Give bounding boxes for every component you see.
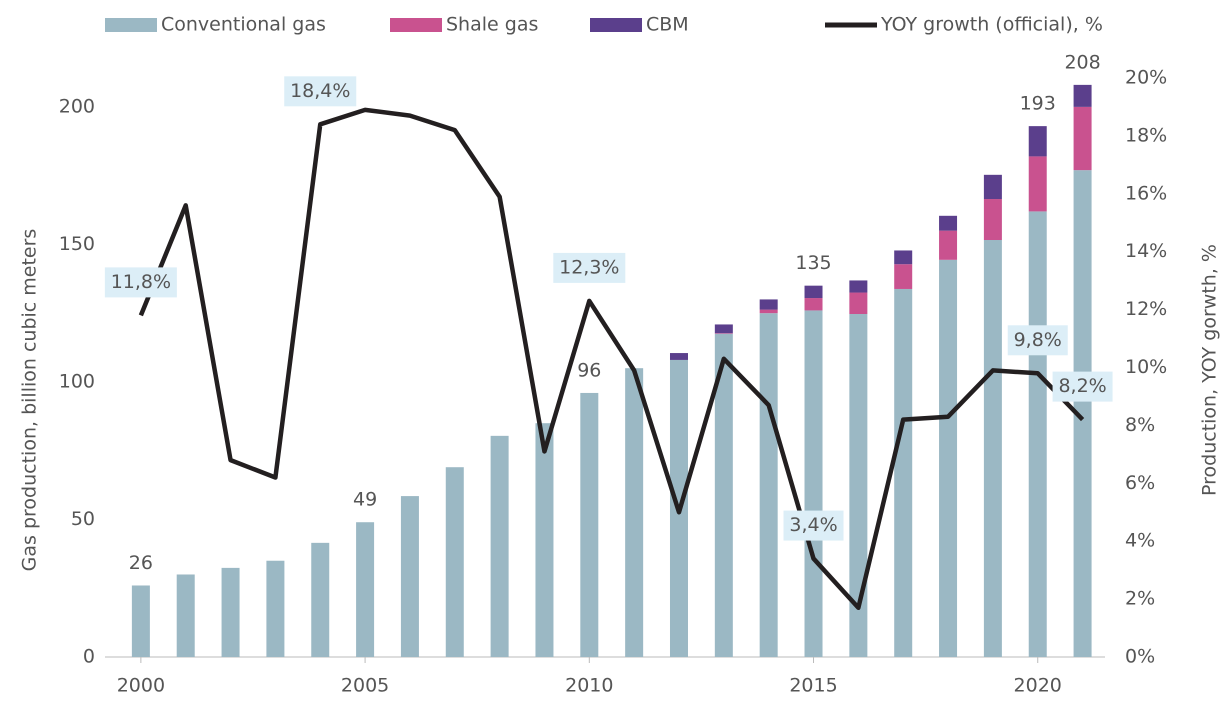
y2-tick-label: 18% — [1125, 124, 1167, 146]
bar-segment — [669, 353, 688, 360]
bar-segment — [221, 567, 240, 657]
total-label: 49 — [353, 489, 377, 511]
bar-segment — [939, 215, 958, 231]
bar-segment — [1073, 106, 1092, 171]
x-tick-label: 2005 — [341, 675, 389, 697]
value-label: 11,8% — [111, 271, 171, 293]
bar-segment — [176, 574, 195, 657]
label-box — [1052, 371, 1113, 402]
legend-label: Conventional gas — [161, 14, 326, 36]
bar-segment — [311, 542, 330, 657]
total-label: 26 — [129, 552, 153, 574]
y2-tick-label: 20% — [1125, 67, 1167, 89]
bar-segment — [849, 292, 868, 315]
bar-segment — [804, 285, 823, 299]
bar-segment — [1028, 156, 1047, 212]
bar-segment — [894, 264, 913, 289]
bar-segment — [266, 560, 285, 657]
bar-segment — [939, 259, 958, 657]
total-label: 193 — [1020, 93, 1056, 115]
bar-segment — [490, 435, 509, 657]
bar-segment — [894, 288, 913, 657]
label-box — [1007, 325, 1068, 356]
bar-segment — [1028, 126, 1047, 157]
y2-axis-title: Production, YOY gorwth, % — [1199, 244, 1221, 496]
legend-label: YOY growth (official), % — [880, 14, 1103, 36]
value-label: 3,4% — [789, 514, 837, 536]
y-tick-label: 200 — [59, 95, 95, 117]
x-tick-label: 2000 — [117, 675, 165, 697]
bar-segment — [983, 240, 1002, 657]
legend-swatch — [390, 18, 442, 32]
label-box — [783, 510, 844, 541]
label-box — [284, 76, 357, 107]
legend-swatch — [105, 18, 157, 32]
bar-segment — [1073, 84, 1092, 107]
bar-segment — [131, 585, 150, 657]
bar-segment — [625, 368, 644, 657]
y-axis-title: Gas production, billion cubic meters — [19, 229, 41, 572]
bar-segment — [849, 314, 868, 657]
x-tick-label: 2015 — [789, 675, 837, 697]
bar-segment — [894, 250, 913, 265]
bar-segment — [535, 423, 554, 657]
y-tick-label: 100 — [59, 370, 95, 392]
bar-segment — [356, 522, 375, 657]
y2-tick-label: 4% — [1125, 530, 1155, 552]
y2-tick-label: 12% — [1125, 298, 1167, 320]
bar-segment — [804, 310, 823, 657]
y2-tick-label: 16% — [1125, 182, 1167, 204]
value-label: 9,8% — [1014, 329, 1062, 351]
bar-segment — [714, 333, 733, 334]
bar-segment — [939, 230, 958, 260]
bar-segment — [983, 174, 1002, 200]
bar-segment — [400, 496, 419, 657]
bar-segment — [714, 324, 733, 334]
total-label: 96 — [577, 359, 601, 381]
y-tick-label: 0 — [83, 646, 95, 668]
bar-segment — [759, 299, 778, 310]
bar-segment — [1028, 211, 1047, 657]
y2-tick-label: 10% — [1125, 356, 1167, 378]
y2-tick-label: 8% — [1125, 414, 1155, 436]
total-label: 208 — [1064, 51, 1100, 73]
bar-segment — [445, 467, 464, 657]
legend-swatch — [590, 18, 642, 32]
label-box — [553, 252, 626, 283]
legend-label: Shale gas — [446, 14, 538, 36]
bar-segment — [759, 313, 778, 657]
bar-segment — [580, 392, 599, 657]
line — [138, 107, 1085, 611]
bar-segment — [983, 199, 1002, 241]
bar-segment — [1073, 170, 1092, 657]
value-label: 12,3% — [559, 256, 619, 278]
bar-segment — [804, 298, 823, 311]
bar-segment — [714, 333, 733, 657]
total-label: 135 — [795, 252, 831, 274]
value-label: 18,4% — [290, 80, 350, 102]
y2-tick-label: 0% — [1125, 646, 1155, 668]
y-tick-label: 50 — [71, 508, 95, 530]
value-label: 8,2% — [1058, 375, 1106, 397]
y-tick-label: 150 — [59, 233, 95, 255]
y2-tick-label: 6% — [1125, 472, 1155, 494]
y2-tick-label: 2% — [1125, 588, 1155, 610]
bar-segment — [759, 309, 778, 314]
bar-segment — [849, 280, 868, 293]
label-box — [104, 267, 177, 298]
legend-label: CBM — [646, 14, 689, 36]
x-tick-label: 2010 — [565, 675, 613, 697]
y2-tick-label: 14% — [1125, 240, 1167, 262]
x-tick-label: 2020 — [1014, 675, 1062, 697]
